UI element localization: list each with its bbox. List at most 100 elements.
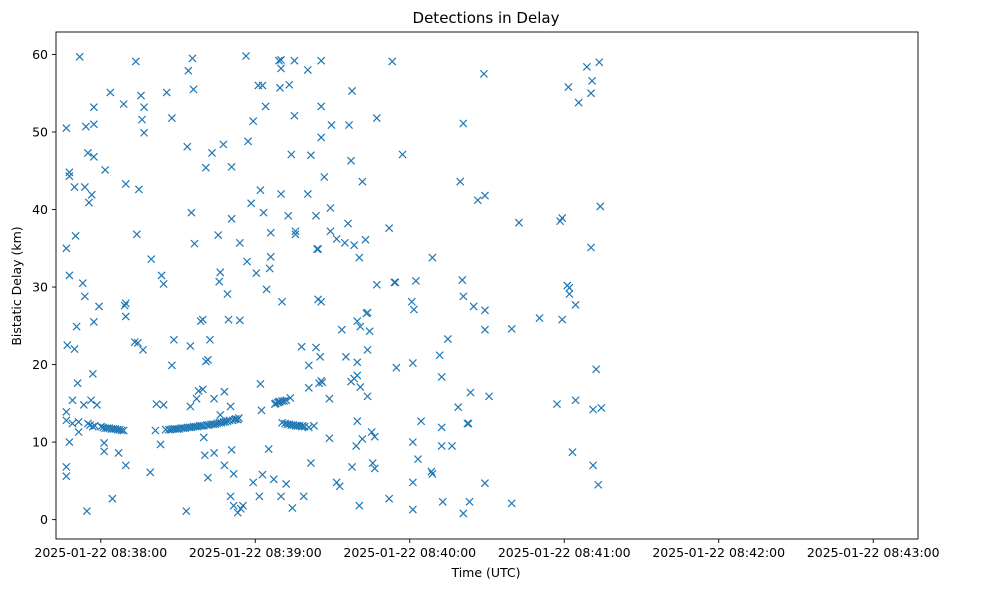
plot-area xyxy=(56,32,918,539)
data-point xyxy=(558,315,567,324)
data-point xyxy=(278,297,287,306)
data-point xyxy=(459,119,468,128)
data-point xyxy=(355,253,364,262)
x-tick-label: 2025-01-22 08:43:00 xyxy=(807,545,940,560)
data-point xyxy=(121,299,130,308)
data-point xyxy=(188,54,197,63)
data-point xyxy=(224,315,233,324)
x-tick-label: 2025-01-22 08:39:00 xyxy=(189,545,322,560)
data-point xyxy=(106,88,115,97)
data-point xyxy=(409,305,418,314)
data-point xyxy=(220,461,229,470)
data-point xyxy=(438,497,447,506)
data-point xyxy=(370,432,379,441)
x-axis-label: Time (UTC) xyxy=(450,565,520,580)
data-point xyxy=(194,386,203,395)
y-tick-label: 40 xyxy=(32,202,48,217)
data-point xyxy=(317,133,326,142)
axes-frame xyxy=(55,31,919,540)
data-point xyxy=(100,438,109,447)
data-point xyxy=(388,57,397,66)
data-point xyxy=(303,65,312,75)
data-point xyxy=(456,177,465,186)
data-point xyxy=(465,497,474,506)
data-point xyxy=(68,396,77,405)
data-point xyxy=(186,402,195,411)
data-point xyxy=(252,269,261,278)
data-point xyxy=(458,276,467,285)
data-point xyxy=(353,317,362,326)
data-point xyxy=(398,150,407,159)
data-point xyxy=(258,81,267,90)
data-point xyxy=(265,264,274,273)
data-point xyxy=(312,211,321,220)
data-point xyxy=(68,419,77,428)
data-point xyxy=(485,392,494,401)
data-point xyxy=(108,494,117,503)
data-point xyxy=(211,420,220,429)
data-point xyxy=(365,327,374,336)
data-point xyxy=(588,76,597,85)
data-point xyxy=(299,492,308,501)
data-point xyxy=(73,379,82,388)
data-point xyxy=(138,345,148,354)
data-point xyxy=(216,410,225,419)
data-point xyxy=(306,151,315,160)
data-point xyxy=(277,189,286,199)
data-point xyxy=(473,196,482,205)
data-point xyxy=(89,152,98,161)
data-point xyxy=(314,245,323,254)
data-point xyxy=(282,396,291,405)
data-point xyxy=(117,426,126,435)
data-point xyxy=(370,464,379,473)
data-point xyxy=(78,279,87,288)
data-point xyxy=(586,243,596,252)
data-point xyxy=(325,434,334,443)
data-point xyxy=(428,469,437,478)
data-point xyxy=(84,198,93,207)
data-point xyxy=(227,162,236,171)
data-point xyxy=(159,400,168,409)
data-point xyxy=(282,479,291,488)
data-point xyxy=(372,114,381,123)
data-point xyxy=(75,52,84,61)
data-point xyxy=(89,317,98,326)
data-point xyxy=(312,343,321,352)
data-point xyxy=(595,58,604,67)
data-point xyxy=(201,163,210,172)
data-point xyxy=(136,91,145,100)
data-point xyxy=(62,124,71,133)
data-point xyxy=(358,177,367,186)
data-point xyxy=(286,393,295,402)
data-point xyxy=(62,462,71,471)
data-point xyxy=(317,102,326,111)
data-point xyxy=(317,56,326,65)
data-point xyxy=(89,120,98,129)
data-point xyxy=(220,387,229,396)
data-point xyxy=(88,422,97,431)
data-point xyxy=(353,417,362,426)
data-point xyxy=(227,214,236,223)
data-point xyxy=(317,297,326,306)
data-point xyxy=(120,301,129,310)
data-point xyxy=(447,441,457,450)
data-point xyxy=(82,507,91,516)
data-point xyxy=(372,280,381,289)
data-point xyxy=(205,335,214,344)
data-point xyxy=(256,186,265,195)
data-point xyxy=(80,292,89,301)
data-point xyxy=(318,378,327,387)
data-point xyxy=(119,426,128,435)
x-tick-label: 2025-01-22 08:38:00 xyxy=(34,545,167,560)
data-point xyxy=(167,114,176,123)
data-point xyxy=(291,230,300,239)
x-tick-label: 2025-01-22 08:42:00 xyxy=(652,545,785,560)
data-point xyxy=(238,501,247,510)
data-point xyxy=(290,56,299,65)
data-point xyxy=(182,507,191,516)
data-point xyxy=(589,405,598,414)
data-point xyxy=(285,80,294,89)
data-point xyxy=(340,238,349,247)
data-point xyxy=(162,88,171,97)
data-point xyxy=(586,89,596,98)
